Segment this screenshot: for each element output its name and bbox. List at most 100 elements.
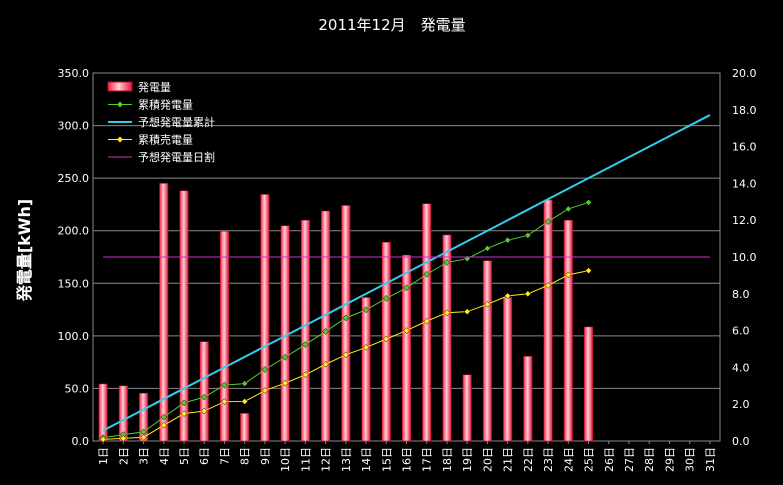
y2-tick-label: 8.0 — [732, 288, 750, 301]
bar — [300, 219, 310, 442]
series-point — [200, 393, 208, 401]
x-tick-label: 3日 — [138, 447, 151, 465]
x-tick-label: 30日 — [684, 447, 697, 472]
bar — [361, 297, 371, 442]
series-point — [544, 218, 552, 225]
bar — [139, 392, 149, 442]
x-tick-label: 10日 — [279, 447, 292, 472]
bar — [341, 205, 351, 442]
series-point — [342, 351, 350, 359]
y-tick-label: 150.0 — [58, 277, 90, 290]
bar — [219, 230, 229, 442]
series-point — [564, 205, 572, 213]
series-point — [484, 300, 491, 308]
series-point — [281, 379, 289, 387]
series-point — [322, 328, 329, 335]
legend-label: 予想発電量日割 — [138, 150, 215, 164]
series-point — [302, 341, 309, 348]
y-tick-label: 100.0 — [58, 330, 90, 343]
x-tick-label: 1日 — [97, 447, 110, 465]
y2-tick-label: 12.0 — [732, 214, 757, 227]
series-point — [342, 314, 350, 322]
legend-marker — [117, 101, 123, 108]
series-point — [99, 436, 107, 443]
series-point — [261, 387, 269, 394]
y2-tick-label: 2.0 — [732, 398, 750, 411]
y2-tick-label: 14.0 — [732, 177, 757, 190]
series-point — [403, 284, 410, 292]
series-point — [221, 398, 228, 405]
y2-tick-label: 16.0 — [732, 141, 757, 154]
legend-label: 発電量 — [138, 80, 171, 94]
x-tick-label: 12日 — [320, 447, 333, 472]
x-tick-label: 6日 — [198, 447, 211, 465]
legend-label: 予想発電量累計 — [138, 115, 215, 129]
series-point — [403, 327, 410, 334]
legend-label: 累積発電量 — [138, 98, 193, 112]
bar — [321, 210, 331, 442]
y-tick-label: 50.0 — [65, 382, 90, 395]
x-tick-label: 17日 — [421, 447, 434, 472]
bar — [159, 183, 169, 442]
x-tick-label: 23日 — [542, 447, 555, 472]
y2-tick-label: 6.0 — [732, 325, 750, 338]
series-point — [585, 267, 592, 275]
x-tick-label: 31日 — [704, 447, 717, 472]
series-point — [241, 380, 249, 387]
bar — [199, 341, 209, 442]
series-point — [504, 292, 511, 300]
series-point — [362, 344, 370, 351]
x-tick-label: 29日 — [663, 447, 676, 472]
series-point — [261, 366, 269, 373]
legend-marker — [117, 136, 123, 143]
y-tick-label: 0.0 — [72, 435, 90, 448]
series-point — [140, 433, 147, 441]
x-tick-label: 11日 — [299, 447, 312, 472]
series-point — [241, 398, 249, 405]
series-point — [200, 407, 208, 415]
series-point — [180, 410, 188, 418]
y-tick-label: 350.0 — [58, 67, 90, 80]
series-point — [302, 371, 309, 379]
x-tick-label: 13日 — [340, 447, 353, 472]
x-tick-label: 27日 — [623, 447, 636, 472]
series-point — [423, 317, 431, 325]
series-point — [221, 381, 228, 389]
x-tick-label: 26日 — [603, 447, 616, 472]
bar — [179, 190, 189, 442]
bar — [503, 297, 513, 442]
y2-tick-label: 18.0 — [732, 104, 757, 117]
series-point — [484, 245, 491, 252]
plot-area: 0.0 50.0 100.0 150.0 200.0 250.0 300.0 350.0 0.0… — [58, 67, 757, 472]
series-point — [160, 413, 168, 421]
bar — [442, 234, 452, 442]
x-tick-label: 4日 — [158, 447, 171, 465]
series-point — [281, 353, 289, 361]
legend-swatch — [107, 81, 133, 92]
x-tick-label: 22日 — [522, 447, 535, 472]
y-axis-label: 発電量[kWh] — [15, 199, 34, 302]
series-line — [102, 114, 711, 432]
y-tick-label: 250.0 — [58, 172, 90, 185]
x-tick-label: 15日 — [380, 447, 393, 472]
series-point — [180, 399, 188, 407]
x-tick-label: 9日 — [259, 447, 272, 465]
x-tick-label: 16日 — [401, 447, 414, 472]
y-tick-label: 300.0 — [58, 120, 90, 133]
series-point — [544, 282, 552, 289]
bar — [240, 413, 250, 442]
series-point — [564, 271, 572, 279]
x-tick-label: 20日 — [481, 447, 494, 472]
x-tick-label: 28日 — [643, 447, 656, 472]
legend-label: 累積売電量 — [138, 133, 193, 147]
x-tick-label: 2日 — [117, 447, 130, 465]
series-point — [423, 270, 431, 278]
series-point — [382, 335, 390, 343]
x-tick-label: 7日 — [218, 447, 231, 465]
series-point — [463, 308, 471, 316]
x-tick-label: 8日 — [239, 447, 252, 465]
series-point — [504, 236, 511, 244]
y2-tick-label: 0.0 — [732, 435, 750, 448]
bar — [462, 374, 472, 442]
